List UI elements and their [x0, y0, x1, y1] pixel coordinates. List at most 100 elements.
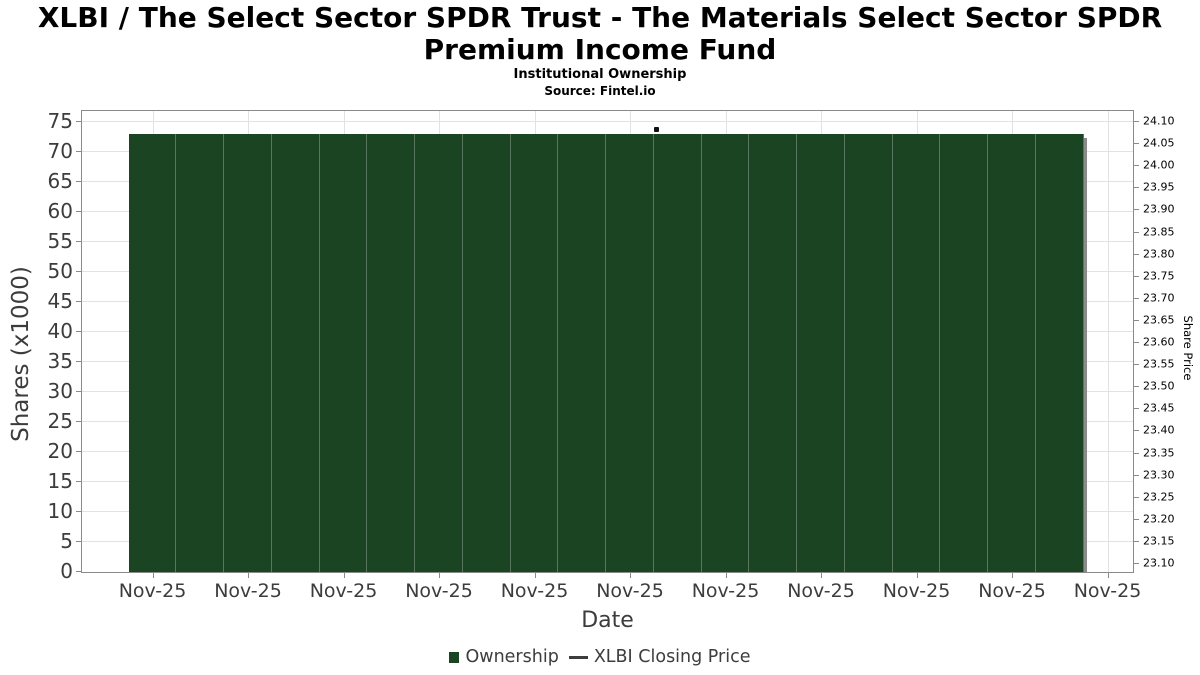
- ownership-bar: [271, 134, 320, 572]
- left-tickmark: [76, 361, 81, 362]
- right-tick-label: 24.00: [1143, 158, 1175, 172]
- left-tickmark: [76, 421, 81, 422]
- bar-swatch-icon: [449, 651, 460, 663]
- x-tick-label: Nov-25: [500, 580, 569, 602]
- left-tickmark: [76, 151, 81, 152]
- right-tickmark: [1134, 408, 1139, 410]
- ownership-bar: [558, 134, 606, 572]
- right-tickmark: [1134, 452, 1139, 454]
- left-tick-label: 15: [47, 469, 73, 493]
- left-axis-title: Shares (x1000): [8, 266, 34, 442]
- x-tickmark: [1012, 573, 1013, 578]
- x-tickmark: [439, 573, 440, 578]
- right-tick-label: 23.45: [1143, 401, 1175, 415]
- right-tickmark: [1134, 209, 1139, 211]
- x-tick-label: Nov-25: [882, 580, 951, 602]
- left-tick-label: 65: [47, 169, 73, 193]
- chart-subtitle: Institutional Ownership: [513, 67, 687, 82]
- x-tick-label: Nov-25: [1073, 580, 1142, 602]
- x-tickmark: [916, 573, 918, 578]
- line-swatch-icon: [568, 655, 588, 659]
- left-tickmark: [76, 121, 81, 122]
- x-tickmark: [725, 573, 727, 578]
- x-axis-title: Date: [581, 608, 634, 633]
- right-tick-label: 23.20: [1143, 512, 1175, 526]
- left-tickmark: [76, 271, 81, 272]
- right-tick-label: 23.65: [1143, 313, 1175, 327]
- right-tick-label: 23.75: [1143, 269, 1175, 283]
- ownership-bar: [844, 134, 893, 572]
- x-tickmark: [152, 573, 154, 578]
- x-tick-label: Nov-25: [978, 580, 1046, 602]
- x-tickmark: [248, 573, 249, 578]
- left-tickmark: [76, 331, 81, 332]
- left-tick-label: 60: [47, 199, 73, 223]
- left-tickmark: [76, 541, 81, 542]
- ownership-bar: [1035, 134, 1084, 572]
- ownership-bar: [176, 134, 224, 572]
- right-tick-label: 23.55: [1143, 357, 1175, 371]
- left-tickmark: [76, 181, 81, 182]
- right-axis-title: Share Price: [1181, 315, 1195, 381]
- x-tickmark: [821, 573, 822, 578]
- ownership-bar: [749, 134, 797, 572]
- left-tick-label: 10: [47, 499, 73, 523]
- right-tickmark: [1134, 231, 1139, 233]
- x-tickmark: [630, 573, 631, 578]
- ownership-bar: [128, 134, 177, 572]
- right-tick-label: 23.85: [1143, 225, 1175, 238]
- right-tick-label: 23.30: [1143, 468, 1175, 482]
- left-tick-label: 55: [47, 229, 73, 253]
- left-tickmark: [76, 511, 81, 512]
- right-tickmark: [1134, 297, 1139, 299]
- plot-area: [81, 110, 1134, 573]
- right-tick-label: 23.25: [1143, 490, 1175, 504]
- right-tickmark: [1134, 319, 1139, 321]
- right-tick-label: 23.50: [1143, 379, 1175, 393]
- ownership-bar: [988, 134, 1036, 572]
- chart-source: Source: Fintel.io: [544, 84, 656, 98]
- left-tickmark: [76, 241, 81, 242]
- left-tickmark: [76, 211, 81, 212]
- ownership-bar: [653, 134, 702, 572]
- left-tick-label: 30: [47, 379, 73, 403]
- left-tick-label: 25: [47, 409, 73, 433]
- right-tickmark: [1134, 540, 1139, 542]
- right-tick-label: 23.90: [1143, 202, 1175, 216]
- ownership-bar: [319, 134, 368, 572]
- left-tick-label: 35: [47, 349, 73, 373]
- x-tick-label: Nov-25: [309, 580, 378, 602]
- right-tickmark: [1134, 165, 1139, 167]
- right-tickmark: [1134, 121, 1139, 122]
- x-tickmark: [343, 573, 345, 578]
- x-tick-label: Nov-25: [787, 580, 855, 602]
- ownership-bar: [701, 134, 750, 572]
- left-tick-label: 0: [60, 559, 73, 583]
- right-tickmark: [1134, 275, 1139, 277]
- right-tickmark: [1134, 496, 1139, 498]
- right-tick-label: 24.05: [1143, 136, 1175, 150]
- ownership-bar: [606, 134, 654, 572]
- right-tick-label: 23.70: [1143, 291, 1175, 305]
- hgridline: [82, 121, 1133, 122]
- right-tick-label: 24.10: [1143, 114, 1175, 128]
- price-marker: [653, 127, 659, 133]
- right-tickmark: [1134, 253, 1139, 255]
- legend-item-ownership: Ownership: [449, 647, 559, 667]
- right-tickmark: [1134, 187, 1139, 189]
- right-tick-label: 23.80: [1143, 247, 1175, 261]
- ownership-bar: [510, 134, 559, 572]
- right-tick-label: 23.15: [1143, 534, 1175, 548]
- right-tick-label: 23.10: [1143, 556, 1175, 570]
- ownership-bar: [797, 134, 845, 572]
- left-tick-label: 40: [47, 319, 73, 343]
- ownership-bar: [462, 134, 511, 572]
- right-tickmark: [1134, 364, 1139, 366]
- right-tick-label: 23.95: [1143, 180, 1175, 194]
- right-tick-label: 23.60: [1143, 335, 1175, 349]
- right-tickmark: [1134, 342, 1139, 343]
- left-tick-label: 70: [47, 139, 73, 163]
- ownership-bar: [892, 134, 941, 572]
- right-tick-label: 23.40: [1143, 423, 1175, 437]
